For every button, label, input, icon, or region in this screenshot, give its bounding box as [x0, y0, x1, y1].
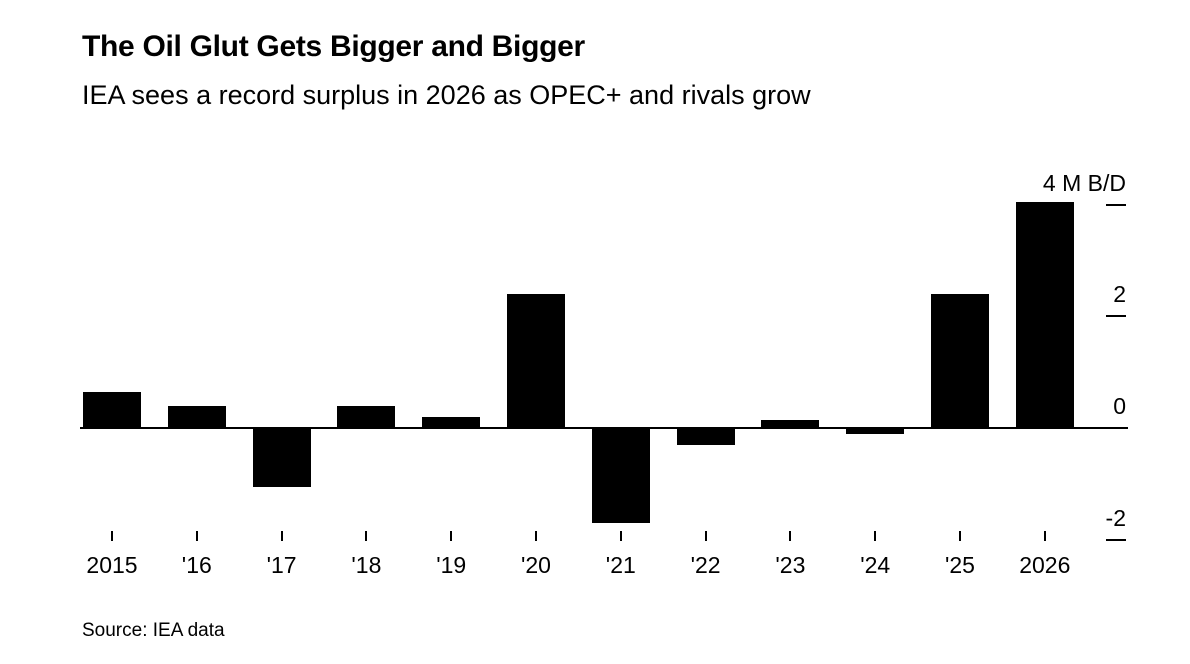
bar-20 — [507, 294, 565, 428]
x-axis-label: '20 — [521, 552, 551, 578]
x-axis-label: '24 — [860, 552, 891, 578]
bar-23 — [761, 419, 820, 428]
x-axis-tick — [280, 531, 283, 541]
x-axis-tick — [789, 531, 792, 541]
bar-25 — [931, 294, 989, 428]
x-axis-tick — [874, 531, 877, 541]
y-axis-tick — [1106, 538, 1126, 541]
x-axis-label: '19 — [436, 552, 467, 578]
x-axis-tick — [450, 531, 453, 541]
x-axis-label: '23 — [775, 552, 806, 578]
y-axis-label: -2 — [1105, 504, 1126, 531]
y-axis-label: 4 M B/D — [1042, 169, 1126, 196]
x-axis-tick — [619, 531, 622, 541]
x-axis-tick — [959, 531, 961, 541]
x-axis-tick — [111, 531, 113, 541]
bar-16 — [167, 405, 226, 428]
x-axis-label: '18 — [351, 552, 382, 578]
x-axis-label: '22 — [690, 552, 721, 578]
x-axis-label: '21 — [605, 552, 636, 578]
x-axis-tick — [365, 531, 368, 541]
chart-title: The Oil Glut Gets Bigger and Bigger — [82, 30, 585, 63]
bar-21 — [591, 428, 650, 523]
bar-2015 — [83, 391, 141, 428]
x-axis-label: 2026 — [1019, 552, 1071, 578]
x-axis-label: '16 — [181, 552, 212, 578]
zero-axis-line — [80, 427, 1128, 429]
bar-24 — [846, 428, 905, 434]
x-axis-label: '25 — [945, 552, 975, 578]
x-axis-label: 2015 — [86, 552, 138, 578]
x-axis-tick — [535, 531, 537, 541]
x-axis-label: '17 — [266, 552, 297, 578]
y-axis-tick — [1106, 203, 1126, 206]
x-axis-tick — [195, 531, 198, 541]
y-axis-tick — [1106, 315, 1126, 318]
x-axis-tick — [1043, 531, 1046, 541]
source-note: Source: IEA data — [82, 620, 225, 641]
chart-subtitle: IEA sees a record surplus in 2026 as OPE… — [82, 80, 811, 110]
x-axis-tick — [704, 531, 707, 541]
bar-18 — [337, 405, 396, 428]
bar-22 — [676, 428, 735, 445]
bar-19 — [422, 416, 481, 428]
y-axis-label: 0 — [1113, 393, 1126, 419]
bar-2026 — [1015, 202, 1074, 428]
y-axis-label: 2 — [1113, 281, 1126, 308]
bar-17 — [252, 428, 311, 487]
